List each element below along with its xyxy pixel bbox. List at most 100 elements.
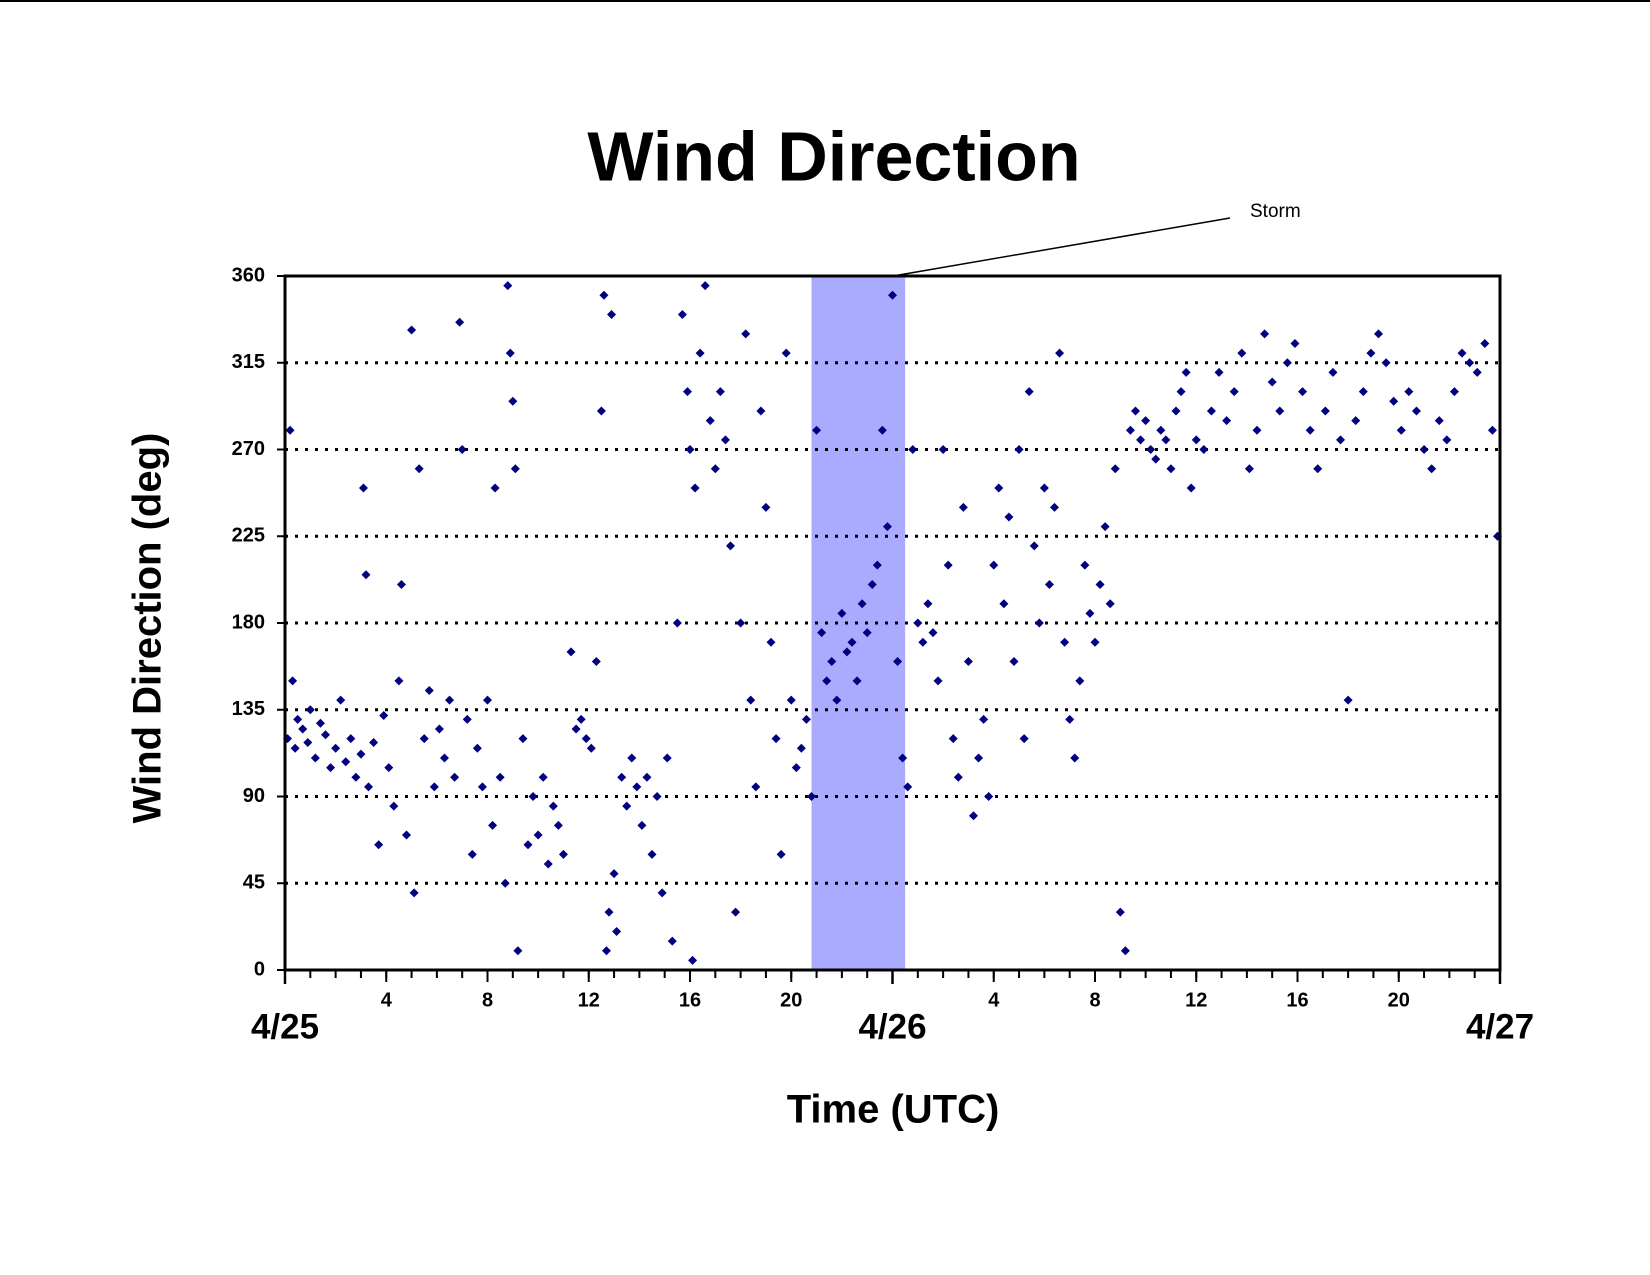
data-point	[1449, 387, 1459, 397]
x-tick-label: 8	[1089, 989, 1100, 1011]
data-point	[384, 763, 394, 773]
data-point	[586, 743, 596, 753]
data-point	[1366, 348, 1376, 358]
data-point	[923, 599, 933, 609]
date-tick-label: 4/25	[251, 1007, 319, 1046]
data-point	[1166, 464, 1176, 474]
data-point	[622, 801, 632, 811]
date-tick-label: 4/27	[1466, 1007, 1534, 1046]
data-point	[1055, 348, 1065, 358]
data-point	[374, 840, 384, 850]
data-point	[503, 281, 513, 291]
data-point	[396, 579, 406, 589]
data-point	[1480, 338, 1490, 348]
data-point	[888, 290, 897, 300]
x-tick-label: 20	[780, 989, 802, 1011]
data-point	[457, 445, 467, 454]
data-point	[1004, 512, 1014, 522]
data-point	[483, 695, 492, 705]
data-point	[672, 618, 682, 628]
data-point	[1343, 695, 1353, 705]
data-point	[832, 695, 842, 705]
data-point	[298, 724, 308, 734]
x-tick-label: 16	[679, 989, 701, 1011]
data-point	[285, 425, 295, 435]
data-point	[379, 711, 389, 721]
data-point	[984, 792, 994, 801]
data-point	[617, 772, 627, 782]
data-point	[409, 888, 419, 898]
data-point	[908, 445, 918, 454]
data-point	[726, 541, 735, 551]
data-point	[288, 676, 298, 686]
data-point	[424, 685, 434, 695]
data-point	[963, 657, 973, 667]
data-point	[958, 502, 968, 512]
data-point	[791, 763, 801, 773]
x-tick-label: 4	[381, 989, 393, 1011]
data-point	[510, 464, 520, 474]
data-point	[543, 859, 553, 869]
data-point	[647, 849, 657, 859]
data-point	[852, 676, 862, 686]
data-point	[872, 560, 882, 570]
data-point	[933, 676, 943, 686]
data-point	[1298, 387, 1308, 397]
data-point	[632, 782, 642, 792]
data-point	[781, 348, 791, 358]
y-tick-label: 315	[232, 351, 265, 373]
data-point	[305, 705, 315, 715]
data-point	[657, 888, 667, 898]
data-point	[827, 657, 837, 667]
data-point	[1252, 425, 1262, 435]
data-point	[1465, 358, 1475, 368]
data-point	[290, 743, 300, 753]
data-point	[1070, 753, 1080, 763]
data-point	[893, 657, 903, 667]
data-point	[903, 782, 913, 792]
data-point	[751, 782, 761, 792]
data-point	[989, 560, 999, 570]
data-point	[715, 387, 725, 397]
data-point	[513, 946, 523, 956]
data-point	[1176, 387, 1186, 397]
data-point	[1328, 367, 1338, 377]
y-tick-label: 360	[232, 264, 265, 286]
data-point	[677, 310, 687, 320]
data-point	[523, 840, 533, 850]
data-point	[358, 483, 368, 493]
data-point	[1457, 348, 1467, 358]
data-point	[407, 325, 417, 335]
data-point	[690, 483, 700, 493]
data-point	[548, 801, 558, 811]
data-point	[627, 753, 637, 763]
data-point	[434, 724, 444, 734]
x-tick-label: 12	[578, 989, 600, 1011]
data-point	[857, 599, 867, 609]
data-point	[1100, 522, 1110, 532]
data-point	[801, 714, 811, 724]
data-point	[1472, 367, 1482, 377]
data-point	[607, 310, 617, 320]
data-point	[761, 502, 771, 512]
data-point	[1487, 425, 1497, 435]
data-point	[1396, 425, 1406, 435]
data-point	[637, 820, 647, 830]
data-point	[766, 637, 776, 647]
data-point	[812, 425, 822, 435]
data-point	[1090, 637, 1100, 647]
data-point	[336, 695, 346, 705]
data-point	[642, 772, 652, 782]
y-axis-label: Wind Direction (deg)	[126, 433, 170, 824]
x-axis-label: Time (UTC)	[787, 1088, 1000, 1132]
data-point	[351, 772, 361, 782]
data-point	[1237, 348, 1247, 358]
data-point	[1181, 367, 1191, 377]
data-point	[518, 734, 528, 744]
data-point	[756, 406, 766, 416]
storm-label: Storm	[1250, 201, 1301, 222]
y-tick-label: 225	[232, 525, 265, 547]
data-point	[1156, 425, 1166, 435]
data-point	[293, 714, 303, 724]
